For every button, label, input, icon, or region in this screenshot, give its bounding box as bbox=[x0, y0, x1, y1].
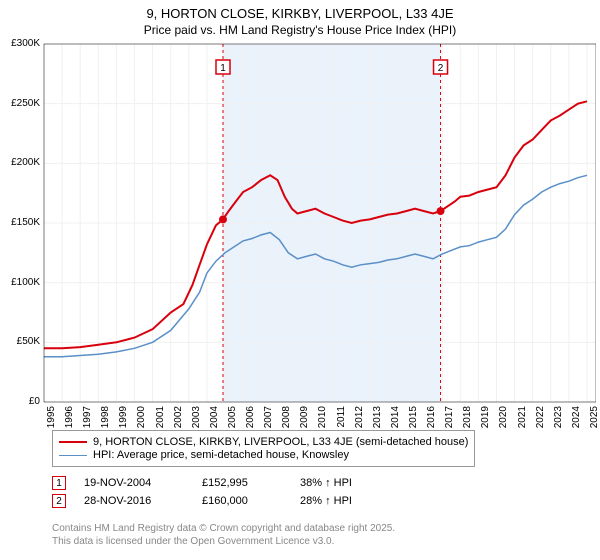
chart-container: 9, HORTON CLOSE, KIRKBY, LIVERPOOL, L33 … bbox=[0, 0, 600, 560]
legend-item-address: 9, HORTON CLOSE, KIRKBY, LIVERPOOL, L33 … bbox=[59, 436, 468, 448]
transaction-delta: 38% ↑ HPI bbox=[300, 477, 352, 489]
y-tick-label: £0 bbox=[0, 396, 40, 407]
x-tick-label: 2020 bbox=[498, 406, 509, 436]
legend: 9, HORTON CLOSE, KIRKBY, LIVERPOOL, L33 … bbox=[52, 430, 475, 467]
transaction-date: 19-NOV-2004 bbox=[84, 477, 184, 489]
x-tick-label: 2024 bbox=[571, 406, 582, 436]
legend-swatch-hpi bbox=[59, 455, 87, 456]
x-tick-label: 2021 bbox=[517, 406, 528, 436]
transaction-row: 1 19-NOV-2004 £152,995 38% ↑ HPI bbox=[52, 476, 352, 490]
y-tick-label: £50K bbox=[0, 336, 40, 347]
y-tick-label: £150K bbox=[0, 217, 40, 228]
chart-plot: 12 bbox=[0, 0, 596, 404]
x-tick-label: 2023 bbox=[553, 406, 564, 436]
transaction-row: 2 28-NOV-2016 £160,000 28% ↑ HPI bbox=[52, 494, 352, 508]
transaction-price: £160,000 bbox=[202, 495, 282, 507]
legend-label-address: 9, HORTON CLOSE, KIRKBY, LIVERPOOL, L33 … bbox=[93, 436, 468, 448]
legend-item-hpi: HPI: Average price, semi-detached house,… bbox=[59, 449, 468, 461]
x-tick-label: 2022 bbox=[535, 406, 546, 436]
footer-line1: Contains HM Land Registry data © Crown c… bbox=[52, 522, 395, 535]
legend-label-hpi: HPI: Average price, semi-detached house,… bbox=[93, 449, 349, 461]
x-tick-label: 2019 bbox=[480, 406, 491, 436]
legend-swatch-address bbox=[59, 441, 87, 443]
x-tick-label: 2025 bbox=[589, 406, 600, 436]
y-tick-label: £100K bbox=[0, 277, 40, 288]
transactions-table: 1 19-NOV-2004 £152,995 38% ↑ HPI 2 28-NO… bbox=[52, 472, 352, 512]
y-tick-label: £300K bbox=[0, 38, 40, 49]
y-tick-label: £200K bbox=[0, 157, 40, 168]
y-tick-label: £250K bbox=[0, 98, 40, 109]
transaction-delta: 28% ↑ HPI bbox=[300, 495, 352, 507]
transaction-marker-1: 1 bbox=[52, 476, 66, 490]
svg-text:2: 2 bbox=[438, 63, 444, 74]
transaction-date: 28-NOV-2016 bbox=[84, 495, 184, 507]
svg-text:1: 1 bbox=[220, 63, 226, 74]
transaction-marker-2: 2 bbox=[52, 494, 66, 508]
footer-attribution: Contains HM Land Registry data © Crown c… bbox=[52, 522, 395, 548]
transaction-price: £152,995 bbox=[202, 477, 282, 489]
footer-line2: This data is licensed under the Open Gov… bbox=[52, 535, 395, 548]
